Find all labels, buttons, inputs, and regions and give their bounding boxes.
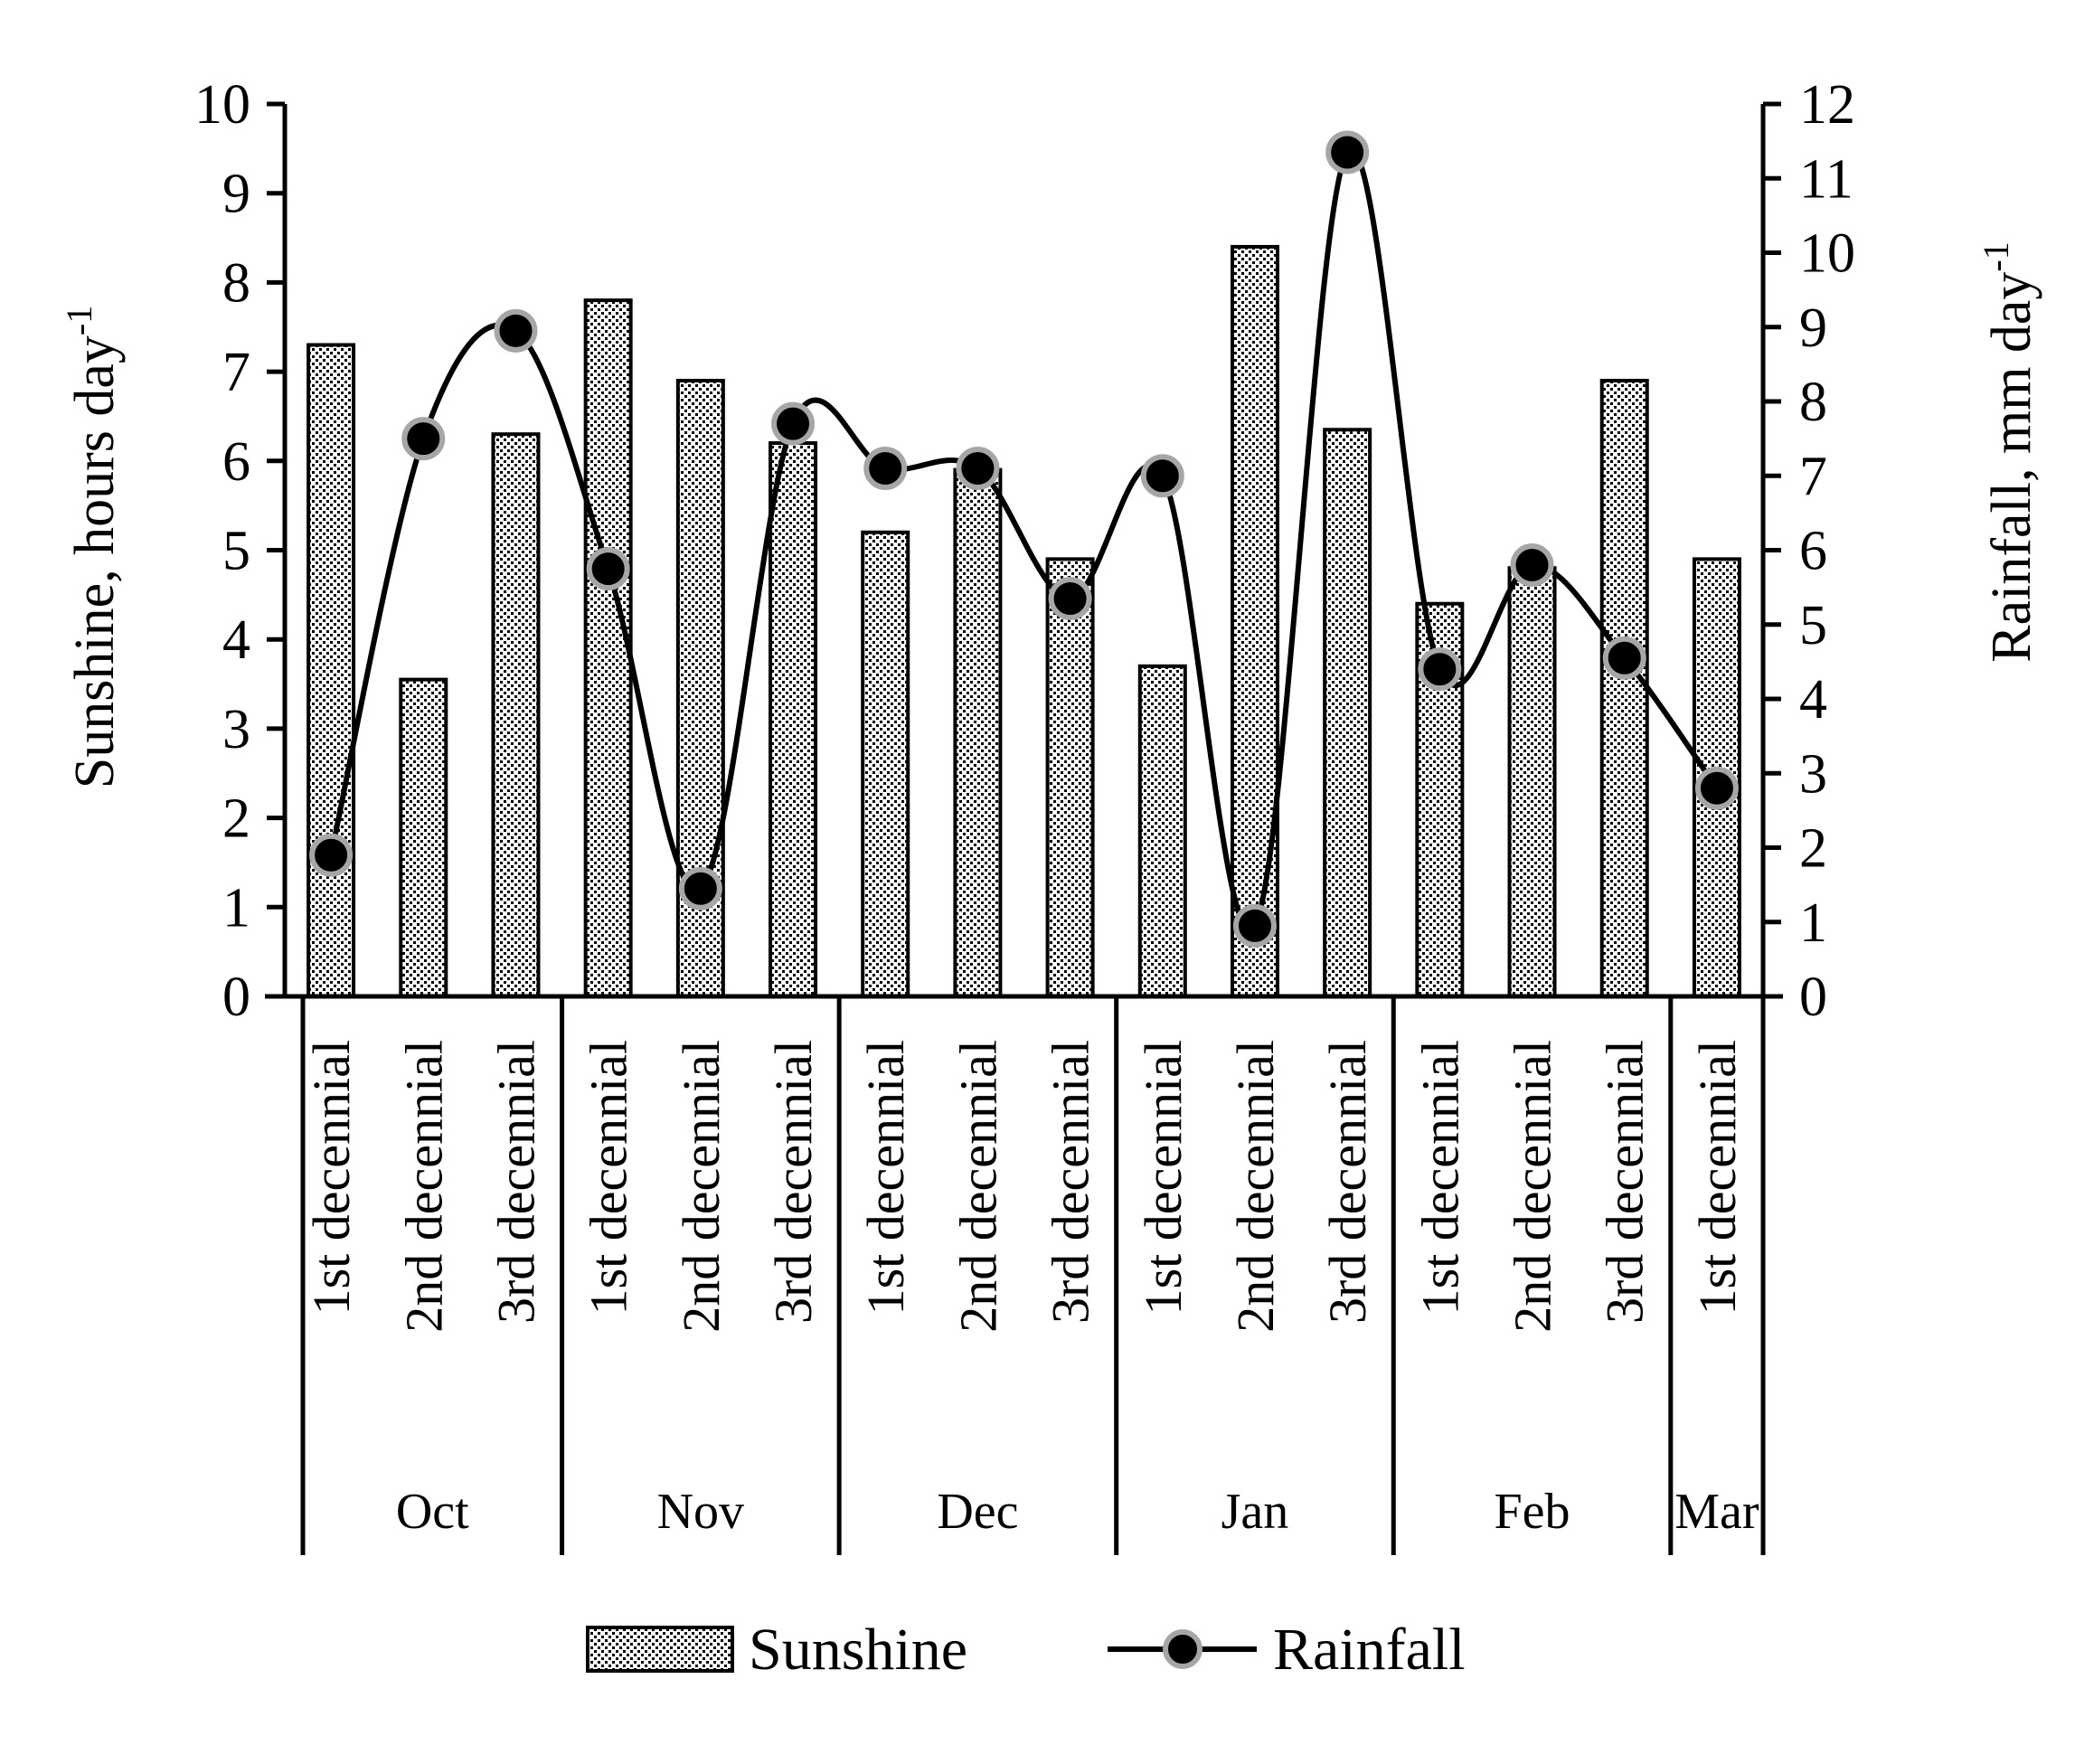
y2-tick-label: 6 xyxy=(1799,521,1827,582)
y-tick-label: 4 xyxy=(222,609,250,671)
category-label: 1st decennial xyxy=(1688,1040,1747,1315)
sunshine-bar xyxy=(307,343,356,998)
category-label: 2nd decennial xyxy=(948,1040,1007,1333)
category-label: 3rd decennial xyxy=(486,1040,545,1324)
y2-tick-label: 9 xyxy=(1799,297,1827,359)
sunshine-bar xyxy=(491,432,541,998)
category-label: 3rd decennial xyxy=(764,1040,823,1324)
rainfall-marker xyxy=(401,417,446,461)
category-label: 2nd decennial xyxy=(672,1040,731,1333)
rainfall-marker xyxy=(863,447,908,491)
sunshine-bar xyxy=(769,441,818,998)
sunshine-bar xyxy=(861,530,910,998)
y2-tick-label: 0 xyxy=(1799,967,1827,1028)
category-label: 1st decennial xyxy=(302,1040,361,1315)
sunshine-bar xyxy=(399,677,448,998)
category-label: 1st decennial xyxy=(856,1040,915,1315)
rainfall-marker xyxy=(1694,766,1739,810)
rainfall-marker xyxy=(309,833,354,877)
sunshine-bar xyxy=(1599,378,1649,999)
rainfall-marker xyxy=(1510,542,1554,587)
y2-tick-label: 2 xyxy=(1799,818,1827,880)
rainfall-line-layer xyxy=(309,130,1739,948)
sunshine-bar xyxy=(953,467,1003,998)
legend-sunshine-label: Sunshine xyxy=(749,1617,967,1683)
month-label: Dec xyxy=(937,1484,1018,1540)
month-label: Mar xyxy=(1674,1484,1759,1540)
category-label: 3rd decennial xyxy=(1042,1040,1100,1324)
y-axis-title: Sunshine, hours day-1 xyxy=(59,306,126,788)
category-label: 3rd decennial xyxy=(1596,1040,1655,1324)
y-tick-label: 9 xyxy=(222,164,250,225)
sunshine-bars xyxy=(307,244,1741,999)
y2-tick-label: 1 xyxy=(1799,892,1827,954)
rainfall-marker xyxy=(678,866,722,910)
month-label: Oct xyxy=(396,1484,469,1540)
category-label: 3rd decennial xyxy=(1318,1040,1377,1324)
rainfall-marker xyxy=(1418,647,1462,692)
y2-tick-label: 4 xyxy=(1799,669,1827,731)
legend: Sunshine Rainfall xyxy=(586,1617,1466,1683)
y-tick-label: 2 xyxy=(222,788,250,850)
sunshine-bar xyxy=(1507,566,1557,998)
sunshine-bar xyxy=(1045,557,1095,998)
y2-tick-label: 11 xyxy=(1799,148,1853,210)
legend-sunshine-swatch xyxy=(586,1626,734,1673)
rainfall-marker xyxy=(586,547,630,591)
category-label: 1st decennial xyxy=(1134,1040,1193,1315)
rainfall-marker xyxy=(1325,130,1370,175)
y2-tick-label: 5 xyxy=(1799,595,1827,656)
y2-tick-label: 7 xyxy=(1799,446,1827,507)
y-tick-label: 8 xyxy=(222,252,250,314)
sunshine-bar xyxy=(1230,244,1279,999)
y-tick-label: 10 xyxy=(194,74,250,136)
month-label: Feb xyxy=(1495,1484,1570,1540)
sunshine-bar xyxy=(1323,428,1372,998)
month-label: Jan xyxy=(1221,1484,1289,1540)
rainfall-marker xyxy=(1048,576,1092,620)
y-tick-label: 5 xyxy=(222,521,250,582)
y-tick-label: 1 xyxy=(222,877,250,939)
y2-tick-label: 3 xyxy=(1799,743,1827,805)
category-label: 1st decennial xyxy=(580,1040,638,1315)
y-tick-label: 0 xyxy=(222,967,250,1028)
rainfall-marker xyxy=(1602,636,1646,680)
category-labels: 1st decennial 2nd decennial 3rd decennial 1… xyxy=(302,1040,1747,1333)
rainfall-marker xyxy=(956,447,1000,491)
y2-axis-title: Rainfall, mm day-1 xyxy=(1976,241,2042,663)
y-tick-label: 7 xyxy=(222,342,250,403)
category-label: 2nd decennial xyxy=(394,1040,453,1333)
month-label: Nov xyxy=(657,1484,744,1540)
category-label: 2nd decennial xyxy=(1504,1040,1562,1333)
y2-tick-label: 8 xyxy=(1799,372,1827,433)
axes xyxy=(265,101,1783,1555)
y-tick-label: 3 xyxy=(222,699,250,760)
y2-tick-label: 12 xyxy=(1799,74,1855,136)
rainfall-marker xyxy=(771,401,816,446)
rainfall-marker xyxy=(494,308,538,353)
legend-rainfall-marker xyxy=(1163,1629,1203,1669)
legend-rainfall-label: Rainfall xyxy=(1273,1617,1466,1683)
rainfall-marker xyxy=(1232,903,1277,948)
sunshine-bar xyxy=(583,298,633,998)
month-labels: Oct Nov Dec Jan Feb Mar xyxy=(396,1484,1759,1540)
sunshine-bar xyxy=(1137,664,1187,998)
y2-tick-label: 10 xyxy=(1799,223,1855,285)
category-label: 2nd decennial xyxy=(1226,1040,1285,1333)
y-tick-label: 6 xyxy=(222,431,250,493)
category-label: 1st decennial xyxy=(1410,1040,1469,1315)
rainfall-marker xyxy=(1140,454,1184,498)
